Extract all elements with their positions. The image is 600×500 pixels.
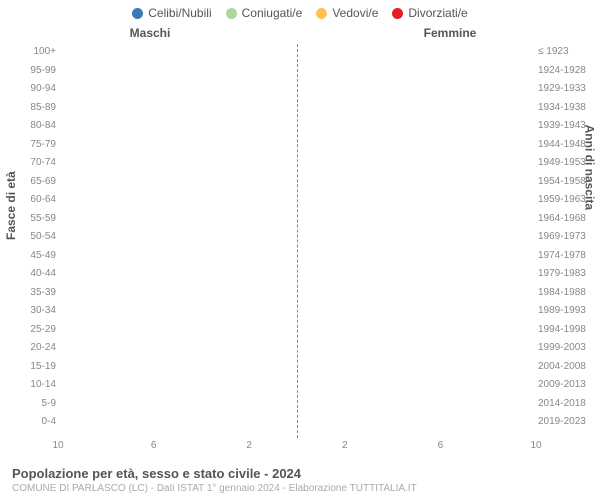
birth-label: 1979-1983 bbox=[538, 268, 594, 279]
birth-label: 1974-1978 bbox=[538, 250, 594, 261]
age-label: 100+ bbox=[16, 46, 56, 57]
legend-swatch bbox=[132, 8, 143, 19]
birth-label: 1969-1973 bbox=[538, 231, 594, 242]
age-label: 95-99 bbox=[16, 65, 56, 76]
legend-swatch bbox=[226, 8, 237, 19]
col-header-female: Femmine bbox=[300, 26, 600, 40]
age-label: 80-84 bbox=[16, 120, 56, 131]
footer: Popolazione per età, sesso e stato civil… bbox=[12, 466, 588, 494]
age-label: 55-59 bbox=[16, 213, 56, 224]
pyramid-row: 60-641959-1963 bbox=[58, 192, 536, 209]
pyramid-row: 5-92014-2018 bbox=[58, 396, 536, 413]
pyramid-row: 25-291994-1998 bbox=[58, 322, 536, 339]
legend-item: Coniugati/e bbox=[226, 6, 303, 20]
age-label: 30-34 bbox=[16, 305, 56, 316]
pyramid-row: 30-341989-1993 bbox=[58, 303, 536, 320]
birth-label: 1959-1963 bbox=[538, 194, 594, 205]
age-label: 0-4 bbox=[16, 416, 56, 427]
birth-label: 1924-1928 bbox=[538, 65, 594, 76]
birth-label: 1934-1938 bbox=[538, 102, 594, 113]
chart-area: 100+≤ 1923 95-991924-192890-941929-1933 85… bbox=[58, 44, 536, 438]
pyramid-row: 100+≤ 1923 bbox=[58, 44, 536, 61]
pyramid-row: 90-941929-1933 bbox=[58, 81, 536, 98]
birth-label: 2014-2018 bbox=[538, 398, 594, 409]
pyramid-row: 55-591964-1968 bbox=[58, 211, 536, 228]
pyramid-chart: Celibi/Nubili Coniugati/e Vedovi/e Divorzia… bbox=[0, 0, 600, 500]
legend-label: Divorziati/e bbox=[408, 6, 467, 20]
age-label: 5-9 bbox=[16, 398, 56, 409]
birth-label: 2009-2013 bbox=[538, 379, 594, 390]
x-tick: 6 bbox=[438, 440, 444, 451]
age-label: 10-14 bbox=[16, 379, 56, 390]
x-axis: 10622610 bbox=[58, 440, 536, 454]
pyramid-row: 75-791944-1948 bbox=[58, 137, 536, 154]
legend-label: Vedovi/e bbox=[332, 6, 378, 20]
birth-label: 1939-1943 bbox=[538, 120, 594, 131]
legend-swatch bbox=[316, 8, 327, 19]
birth-label: ≤ 1923 bbox=[538, 46, 594, 57]
x-tick: 10 bbox=[530, 440, 541, 451]
birth-label: 2004-2008 bbox=[538, 361, 594, 372]
x-tick: 10 bbox=[52, 440, 63, 451]
pyramid-row: 15-192004-2008 bbox=[58, 359, 536, 376]
pyramid-row: 65-691954-1958 bbox=[58, 174, 536, 191]
pyramid-row: 50-541969-1973 bbox=[58, 229, 536, 246]
birth-label: 1999-2003 bbox=[538, 342, 594, 353]
legend-item: Divorziati/e bbox=[392, 6, 467, 20]
birth-label: 1949-1953 bbox=[538, 157, 594, 168]
birth-label: 1984-1988 bbox=[538, 287, 594, 298]
footer-title: Popolazione per età, sesso e stato civil… bbox=[12, 466, 588, 481]
pyramid-row: 45-491974-1978 bbox=[58, 248, 536, 265]
pyramid-row: 40-441979-1983 bbox=[58, 266, 536, 283]
birth-label: 1954-1958 bbox=[538, 176, 594, 187]
footer-sub: COMUNE DI PARLASCO (LC) - Dati ISTAT 1° … bbox=[12, 483, 588, 494]
x-tick: 2 bbox=[246, 440, 252, 451]
legend-label: Coniugati/e bbox=[242, 6, 303, 20]
pyramid-row: 0-42019-2023 bbox=[58, 414, 536, 431]
legend-item: Celibi/Nubili bbox=[132, 6, 211, 20]
age-label: 85-89 bbox=[16, 102, 56, 113]
age-label: 40-44 bbox=[16, 268, 56, 279]
pyramid-row: 20-241999-2003 bbox=[58, 340, 536, 357]
birth-label: 1944-1948 bbox=[538, 139, 594, 150]
age-label: 90-94 bbox=[16, 83, 56, 94]
pyramid-row: 35-391984-1988 bbox=[58, 285, 536, 302]
legend-item: Vedovi/e bbox=[316, 6, 378, 20]
pyramid-row: 85-891934-1938 bbox=[58, 100, 536, 117]
age-label: 75-79 bbox=[16, 139, 56, 150]
age-label: 50-54 bbox=[16, 231, 56, 242]
age-label: 35-39 bbox=[16, 287, 56, 298]
legend-label: Celibi/Nubili bbox=[148, 6, 211, 20]
birth-label: 2019-2023 bbox=[538, 416, 594, 427]
col-header-male: Maschi bbox=[0, 26, 300, 40]
birth-label: 1994-1998 bbox=[538, 324, 594, 335]
birth-label: 1964-1968 bbox=[538, 213, 594, 224]
age-label: 20-24 bbox=[16, 342, 56, 353]
pyramid-row: 80-841939-1943 bbox=[58, 118, 536, 135]
birth-label: 1989-1993 bbox=[538, 305, 594, 316]
x-tick: 2 bbox=[342, 440, 348, 451]
legend-swatch bbox=[392, 8, 403, 19]
x-tick: 6 bbox=[151, 440, 157, 451]
pyramid-row: 70-741949-1953 bbox=[58, 155, 536, 172]
age-label: 65-69 bbox=[16, 176, 56, 187]
age-label: 70-74 bbox=[16, 157, 56, 168]
age-label: 25-29 bbox=[16, 324, 56, 335]
pyramid-row: 95-991924-1928 bbox=[58, 63, 536, 80]
birth-label: 1929-1933 bbox=[538, 83, 594, 94]
age-label: 60-64 bbox=[16, 194, 56, 205]
age-label: 15-19 bbox=[16, 361, 56, 372]
pyramid-row: 10-142009-2013 bbox=[58, 377, 536, 394]
legend: Celibi/Nubili Coniugati/e Vedovi/e Divorzia… bbox=[0, 6, 600, 20]
age-label: 45-49 bbox=[16, 250, 56, 261]
